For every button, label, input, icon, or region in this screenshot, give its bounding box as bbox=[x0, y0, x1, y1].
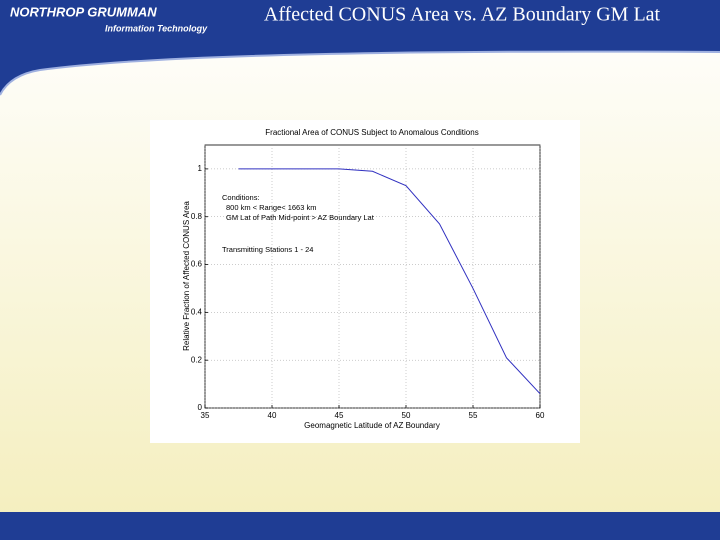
footer-band bbox=[0, 512, 720, 540]
y-tick-label: 0 bbox=[198, 403, 203, 412]
y-tick-label: 0.2 bbox=[191, 355, 203, 364]
slide-title: Affected CONUS Area vs. AZ Boundary GM L… bbox=[264, 4, 661, 26]
x-tick-label: 55 bbox=[469, 411, 478, 420]
logo-sub: Information Technology bbox=[105, 23, 208, 33]
x-tick-label: 45 bbox=[335, 411, 344, 420]
x-tick-label: 40 bbox=[268, 411, 277, 420]
chart-title: Fractional Area of CONUS Subject to Anom… bbox=[265, 128, 478, 137]
y-tick-label: 0.6 bbox=[191, 260, 203, 269]
header-band bbox=[0, 0, 720, 95]
plot-background bbox=[150, 120, 580, 443]
axes-box bbox=[204, 144, 541, 409]
x-tick-label: 35 bbox=[201, 411, 210, 420]
annotation: 800 km < Range< 1663 km bbox=[226, 203, 316, 212]
line bbox=[238, 168, 541, 394]
logo: NORTHROP GRUMMAN bbox=[10, 4, 157, 19]
y-tick-label: 1 bbox=[198, 164, 203, 173]
annotation: GM Lat of Path Mid-point > AZ Boundary L… bbox=[226, 213, 375, 222]
x-tick-label: 60 bbox=[536, 411, 545, 420]
y-axis-label: Relative Fraction of Affected CONUS Area bbox=[182, 201, 191, 351]
x-tick-label: 50 bbox=[402, 411, 411, 420]
annotation: Conditions: bbox=[222, 193, 260, 202]
annotation: Transmitting Stations 1 - 24 bbox=[222, 245, 313, 254]
y-tick-label: 0.4 bbox=[191, 307, 203, 316]
header-curve bbox=[0, 50, 720, 96]
y-tick-label: 0.8 bbox=[191, 212, 203, 221]
x-axis-label: Geomagnetic Latitude of AZ Boundary bbox=[304, 421, 440, 430]
